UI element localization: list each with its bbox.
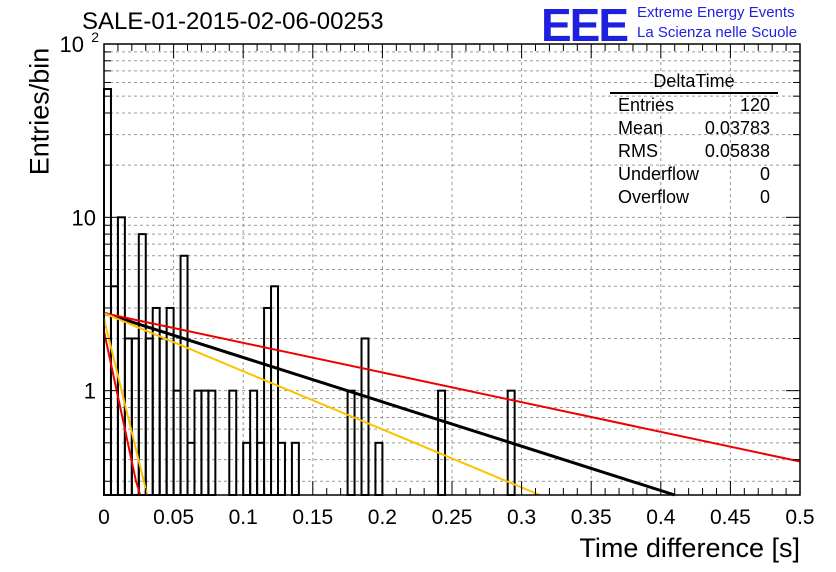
stats-value: 120 [739,95,770,115]
histogram-bin [263,306,273,496]
x-tick-label: 0.1 [229,506,258,529]
y-axis-label: Entries/bin [24,47,55,176]
eee-logo-mark: EEE [541,0,629,51]
logo-line1: Extreme Energy Events [637,4,795,21]
y-tick-label: 1 [84,379,96,404]
logo-line2: La Scienza nelle Scuole [637,24,798,41]
x-tick-label: 0.15 [292,506,333,529]
x-tick-label: 0.45 [710,506,751,529]
histogram-bin [242,441,252,497]
stats-label: Overflow [618,187,690,207]
y-tick-label: 10 [60,32,84,57]
x-tick-label: 0.3 [507,506,536,529]
x-tick-label: 0 [98,506,110,529]
histogram-bin [277,441,286,497]
stats-value: 0 [759,187,770,207]
stats-row: Entries 120 [610,94,778,117]
y-tick-label: 10 [72,205,96,230]
histogram-bin [256,441,266,497]
fit-line [103,312,801,463]
histogram-bin [116,216,126,496]
stats-row: RMS 0.05838 [610,140,778,163]
chart-title: SALE-01-2015-02-06-00253 [82,8,384,35]
histogram-bin [103,88,112,496]
x-tick-label: 0.5 [785,506,814,529]
histogram-bin [186,441,196,497]
stats-row: Underflow 0 [610,163,778,186]
stats-row: Overflow 0 [610,186,778,209]
stats-label: RMS [618,141,658,161]
fit-line [103,318,149,496]
histogram-bin [374,441,384,497]
histogram-bin [360,337,370,496]
stats-label: Underflow [618,164,700,184]
stats-label: Mean [618,118,664,138]
histogram-bin [179,254,189,496]
stats-box: DeltaTime Entries 120 Mean 0.03783 RMS 0… [610,70,778,209]
histogram-bin [130,337,140,496]
stats-value: 0.05838 [704,141,770,161]
x-tick-label: 0.35 [571,506,612,529]
histogram-bin [158,337,168,496]
x-axis-label: Time difference [s] [579,533,800,563]
histogram-bin [290,441,300,497]
stats-label: Entries [618,95,675,115]
fit-line [103,311,676,497]
y-tick-label-exponent: 2 [91,29,99,45]
stats-value: 0 [759,164,770,184]
stats-value: 0.03783 [704,118,770,138]
histogram-bin [137,233,147,496]
x-tick-label: 0.25 [432,506,473,529]
x-tick-label: 0.2 [368,506,397,529]
histogram-bin [144,337,154,496]
stats-row: Mean 0.03783 [610,117,778,140]
x-tick-label: 0.4 [646,506,676,529]
fit-line [103,312,541,496]
fit-line [103,331,142,496]
stats-title: DeltaTime [610,70,778,94]
x-tick-label: 0.05 [153,506,194,529]
